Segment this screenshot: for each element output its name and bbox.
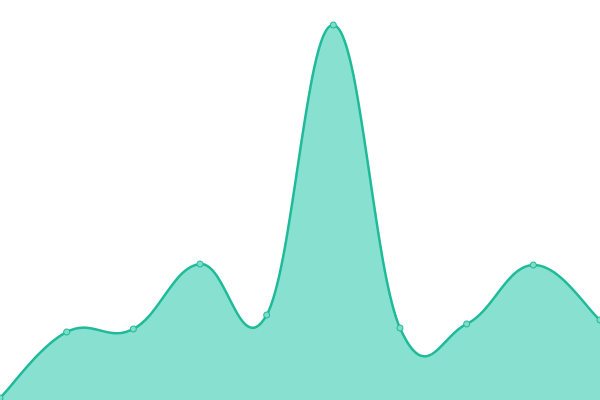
data-point — [129, 325, 137, 333]
area-fill — [0, 24, 600, 400]
data-point — [329, 21, 337, 29]
data-point — [396, 324, 404, 332]
data-point — [463, 320, 471, 328]
data-point — [263, 311, 271, 319]
data-point — [529, 261, 537, 269]
data-point — [63, 328, 71, 336]
data-point — [196, 260, 204, 268]
area-line — [0, 23, 600, 399]
data-point — [0, 394, 4, 400]
data-point — [596, 316, 600, 324]
